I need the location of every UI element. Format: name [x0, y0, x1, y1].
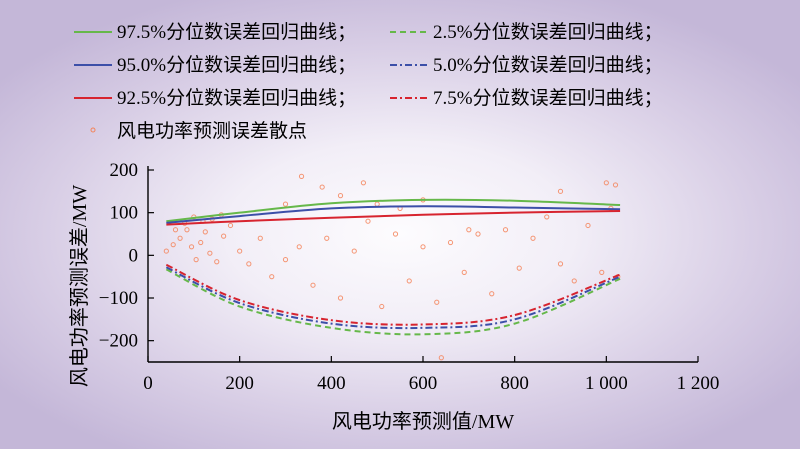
scatter-point: [296, 244, 302, 250]
scatter-point: [207, 250, 213, 256]
scatter-point: [237, 248, 243, 254]
x-tick-label: 800: [500, 373, 529, 394]
y-tick-label: 200: [110, 160, 139, 181]
scatter-point: [447, 239, 454, 246]
scatter-point: [257, 235, 263, 241]
legend-label: 95.0%分位数误差回归曲线；: [117, 54, 356, 76]
series-line-4: [166, 209, 621, 226]
x-tick-label: 400: [317, 373, 346, 394]
x-tick-label: 1 200: [677, 373, 720, 394]
scatter-point: [365, 218, 371, 224]
y-ticks: −200 −100 0 100 200: [99, 160, 154, 352]
x-ticks: 0 200 400 600 800 1 000 1 200: [143, 356, 719, 394]
scatter-point: [227, 222, 234, 229]
scatter-point: [502, 227, 509, 233]
scatter-point: [246, 261, 252, 267]
scatter-point: [282, 257, 289, 263]
legend-label: 2.5%分位数误差回归曲线；: [433, 21, 663, 43]
scatter-point: [406, 278, 412, 284]
scatter-point: [337, 295, 344, 301]
scatter-point: [310, 282, 316, 288]
scatter-point: [193, 257, 199, 263]
scatter-point: [221, 233, 227, 239]
scatter-point: [599, 269, 605, 275]
scatter-point: [434, 299, 440, 305]
scatter-point: [319, 184, 325, 190]
y-axis-title: 风电功率预测误差/MW: [68, 185, 91, 387]
legend: 97.5%分位数误差回归曲线； 2.5%分位数误差回归曲线； 95.0%分位数误差回…: [74, 21, 663, 142]
scatter-point: [438, 355, 444, 361]
scatter-point: [557, 261, 564, 267]
legend-label: 风电功率预测误差散点: [117, 120, 307, 142]
scatter-point: [530, 235, 536, 241]
scatter-point: [475, 231, 481, 237]
series-line-1: [165, 268, 621, 336]
scatter-point: [379, 303, 385, 310]
scatter-point: [337, 193, 344, 199]
scatter-point: [571, 278, 577, 284]
y-tick-label: 100: [110, 203, 139, 224]
x-tick-label: 600: [409, 373, 438, 394]
series-line-2: [166, 205, 621, 224]
scatter-point: [466, 227, 472, 233]
scatter-point: [184, 227, 190, 233]
legend-label: 7.5%分位数误差回归曲线；: [433, 87, 663, 109]
scatter-point: [557, 188, 564, 194]
scatter-point: [461, 269, 467, 275]
series-line-3: [165, 266, 621, 330]
scatter-point: [298, 173, 305, 179]
regression-lines: [165, 198, 621, 336]
scatter-point: [392, 231, 399, 237]
legend-label: 5.0%分位数误差回归曲线；: [433, 54, 663, 76]
scatter-point: [188, 244, 195, 250]
scatter-point: [177, 235, 183, 241]
legend-label: 97.5%分位数误差回归曲线；: [117, 21, 356, 43]
scatter-point: [516, 265, 522, 271]
series-line-0: [166, 198, 621, 223]
scatter-point: [172, 227, 179, 233]
legend-swatch-scatter: [90, 127, 96, 133]
scatter-point: [585, 222, 591, 229]
scatter-point: [282, 201, 289, 207]
y-tick-label: −100: [99, 288, 138, 309]
scatter-point: [202, 229, 208, 235]
scatter-point: [374, 201, 380, 207]
scatter-point: [360, 180, 367, 186]
x-tick-label: 1 000: [585, 373, 628, 394]
legend-label: 92.5%分位数误差回归曲线；: [117, 87, 356, 109]
scatter-point: [612, 182, 619, 188]
scatter-point: [544, 214, 550, 220]
scatter-point: [420, 244, 426, 250]
series-line-5: [165, 263, 621, 326]
scatter-point: [324, 235, 330, 241]
x-axis-title: 风电功率预测值/MW: [332, 410, 514, 433]
scatter-point: [198, 239, 204, 246]
plot-area: [163, 173, 621, 361]
scatter-point: [214, 259, 220, 265]
y-tick-label: 0: [129, 245, 139, 266]
y-tick-label: −200: [99, 331, 138, 352]
scatter-point: [351, 248, 357, 254]
x-tick-label: 200: [225, 373, 254, 394]
scatter-point: [269, 274, 275, 280]
scatter-point: [489, 291, 495, 297]
scatter-point: [170, 242, 176, 248]
scatter-point: [163, 248, 169, 254]
scatter-point: [603, 180, 609, 186]
x-tick-label: 0: [143, 373, 153, 394]
